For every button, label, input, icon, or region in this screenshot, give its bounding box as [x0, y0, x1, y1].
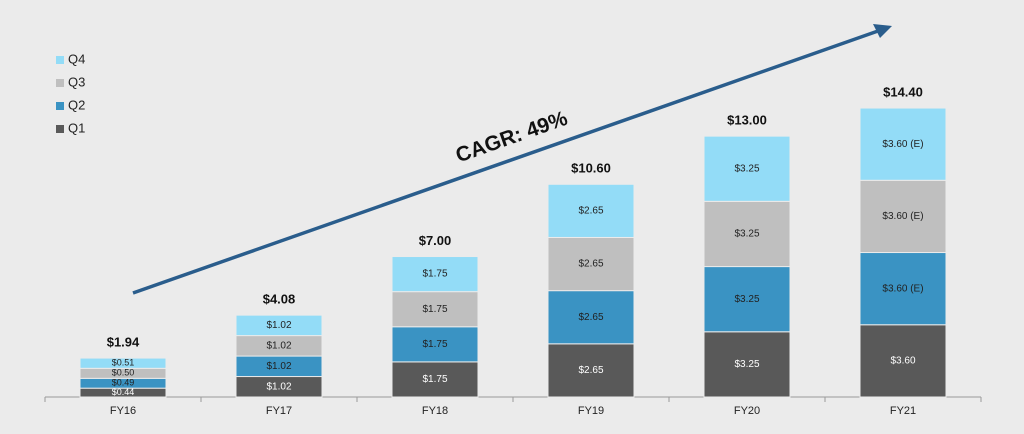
x-tick-label: FY21 — [890, 405, 916, 417]
bar-segment — [859, 179, 947, 254]
legend-swatch — [56, 56, 64, 64]
segment-label: $0.51 — [112, 358, 135, 368]
segment-label: $3.25 — [734, 229, 759, 240]
bar-segment — [703, 135, 791, 202]
total-label: $14.40 — [883, 84, 923, 99]
segment-label: $0.50 — [112, 368, 135, 378]
segment-label: $3.60 — [890, 356, 915, 367]
bar-segment — [79, 357, 167, 369]
x-tick-label: FY16 — [110, 405, 136, 417]
bar-segment — [391, 256, 479, 293]
segment-label: $1.02 — [266, 381, 291, 392]
segment-label: $2.65 — [578, 365, 603, 376]
bar-segment — [547, 183, 635, 238]
bar-segment — [235, 314, 323, 337]
segment-label: $1.02 — [266, 361, 291, 372]
segment-label: $2.65 — [578, 206, 603, 217]
bar-segment — [703, 331, 791, 398]
legend-label: Q2 — [68, 97, 85, 112]
total-label: $13.00 — [727, 113, 767, 128]
segment-label: $3.25 — [734, 359, 759, 370]
segment-label: $3.25 — [734, 163, 759, 174]
x-tick-label: FY20 — [734, 405, 760, 417]
segment-label: $2.65 — [578, 312, 603, 323]
bar-segment — [391, 326, 479, 363]
segment-label: $1.75 — [422, 304, 447, 315]
bar-segment — [391, 291, 479, 328]
bar-segment — [547, 290, 635, 345]
total-label: $7.00 — [419, 233, 452, 248]
bar-segment — [859, 107, 947, 181]
bar-segment — [547, 236, 635, 292]
total-label: $10.60 — [571, 161, 611, 176]
segment-label: $0.44 — [112, 387, 135, 397]
legend-label: Q3 — [68, 74, 85, 89]
segment-label: $0.49 — [112, 378, 135, 388]
bar-segment — [703, 200, 791, 268]
trend-arrow — [132, 29, 879, 295]
segment-label: $3.60 (E) — [882, 283, 923, 294]
segment-label: $3.25 — [734, 294, 759, 305]
legend-swatch — [56, 102, 64, 110]
segment-label: $1.75 — [422, 339, 447, 350]
bar-segment — [703, 266, 791, 333]
legend-swatch — [56, 125, 64, 133]
legend-swatch — [56, 79, 64, 87]
segment-label: $1.75 — [422, 269, 447, 280]
total-label: $1.94 — [107, 335, 140, 350]
x-tick-label: FY18 — [422, 405, 448, 417]
arrow-head — [873, 24, 892, 38]
total-label: $4.08 — [263, 292, 296, 307]
segment-label: $3.60 (E) — [882, 211, 923, 222]
x-tick-label: FY17 — [266, 405, 292, 417]
segment-label: $1.02 — [266, 320, 291, 331]
segment-label: $1.75 — [422, 374, 447, 385]
segment-label: $1.02 — [266, 340, 291, 351]
x-tick-label: FY19 — [578, 405, 604, 417]
legend-label: Q4 — [68, 51, 85, 66]
bar-segment — [859, 252, 947, 326]
segment-label: $3.60 (E) — [882, 139, 923, 150]
bar-segment — [859, 324, 947, 398]
legend-label: Q1 — [68, 120, 85, 135]
segment-label: $2.65 — [578, 259, 603, 270]
